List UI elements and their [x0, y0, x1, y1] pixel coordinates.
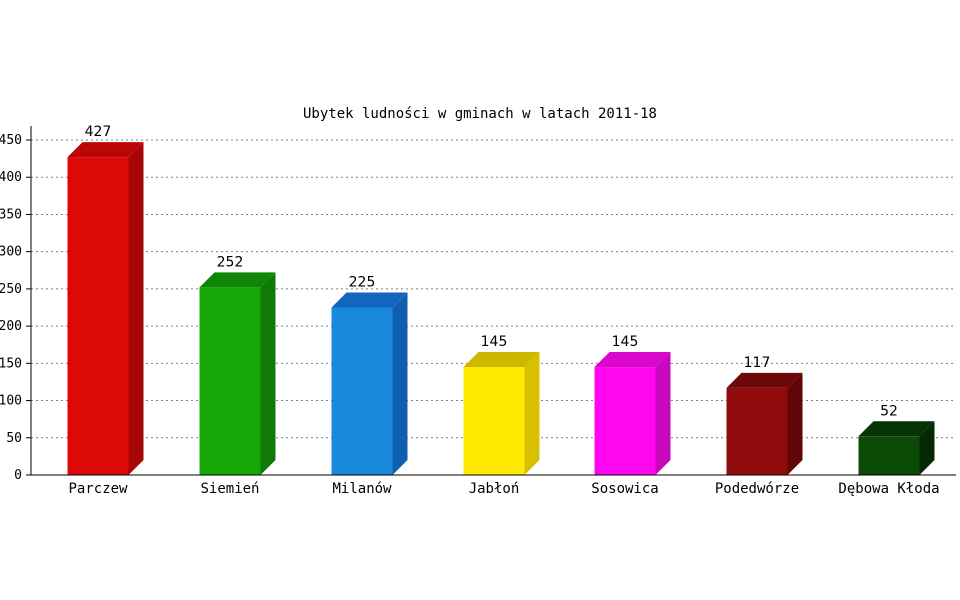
bar-top-2 — [199, 272, 276, 288]
data-label-2: 252 — [217, 254, 244, 270]
x-tick-label-3: Milanów — [332, 481, 392, 497]
x-tick-label-5: Sosowica — [591, 481, 658, 497]
y-tick-label-450: 450 — [0, 133, 22, 148]
bar-side-7 — [919, 421, 935, 475]
data-label-1: 427 — [85, 124, 112, 140]
x-tick-label-7: Dębowa Kłoda — [838, 481, 939, 497]
bar-3 — [331, 292, 408, 475]
bar-top-3 — [331, 292, 408, 308]
bar-top-7 — [858, 421, 935, 437]
bar-1 — [67, 142, 144, 475]
bar-6 — [726, 372, 803, 475]
bar-2 — [199, 272, 276, 475]
bar-front-5 — [594, 367, 656, 475]
bar-front-6 — [726, 387, 788, 475]
bar-front-4 — [463, 367, 525, 475]
bar-top-1 — [67, 142, 144, 158]
y-tick-label-0: 0 — [14, 468, 22, 483]
y-tick-label-150: 150 — [0, 356, 22, 371]
chart-title: Ubytek ludności w gminach w latach 2011-… — [303, 106, 657, 122]
bar-5 — [594, 352, 671, 475]
y-axis-ticks: 0 50 100 150 200 250 300 350 400 450 — [0, 133, 31, 483]
y-tick-label-200: 200 — [0, 319, 22, 334]
y-tick-label-50: 50 — [6, 431, 22, 446]
bar-7 — [858, 421, 935, 475]
bar-top-4 — [463, 352, 540, 368]
bar-top-5 — [594, 352, 671, 368]
x-tick-label-4: Jabłoń — [469, 481, 520, 497]
bar-side-4 — [524, 352, 540, 475]
data-label-6: 117 — [744, 355, 771, 371]
bar-side-1 — [128, 142, 144, 475]
x-axis-category-labels: Parczew Siemień Milanów Jabłoń Sosowica Poded… — [68, 481, 939, 497]
y-tick-label-350: 350 — [0, 207, 22, 222]
data-label-3: 225 — [349, 275, 376, 291]
y-tick-label-300: 300 — [0, 245, 22, 260]
bars — [67, 142, 935, 475]
data-label-4: 145 — [481, 334, 508, 350]
bar-top-6 — [726, 372, 803, 388]
bar-side-2 — [260, 272, 276, 475]
bar-front-2 — [199, 287, 261, 475]
bar-side-6 — [787, 372, 803, 475]
bar-side-5 — [655, 352, 671, 475]
data-label-7: 52 — [880, 403, 898, 419]
x-tick-label-2: Siemień — [200, 481, 259, 497]
bar-front-3 — [331, 307, 393, 475]
x-tick-label-6: Podedwórze — [715, 481, 799, 497]
data-labels: 427 252 225 145 145 117 52 — [85, 124, 898, 419]
y-tick-label-400: 400 — [0, 170, 22, 185]
data-label-5: 145 — [612, 334, 639, 350]
bar-front-7 — [858, 436, 920, 475]
y-tick-label-100: 100 — [0, 394, 22, 409]
bar-side-3 — [392, 292, 408, 475]
bar-front-1 — [67, 157, 129, 475]
y-tick-label-250: 250 — [0, 282, 22, 297]
bar-4 — [463, 352, 540, 475]
x-tick-label-1: Parczew — [68, 481, 128, 497]
